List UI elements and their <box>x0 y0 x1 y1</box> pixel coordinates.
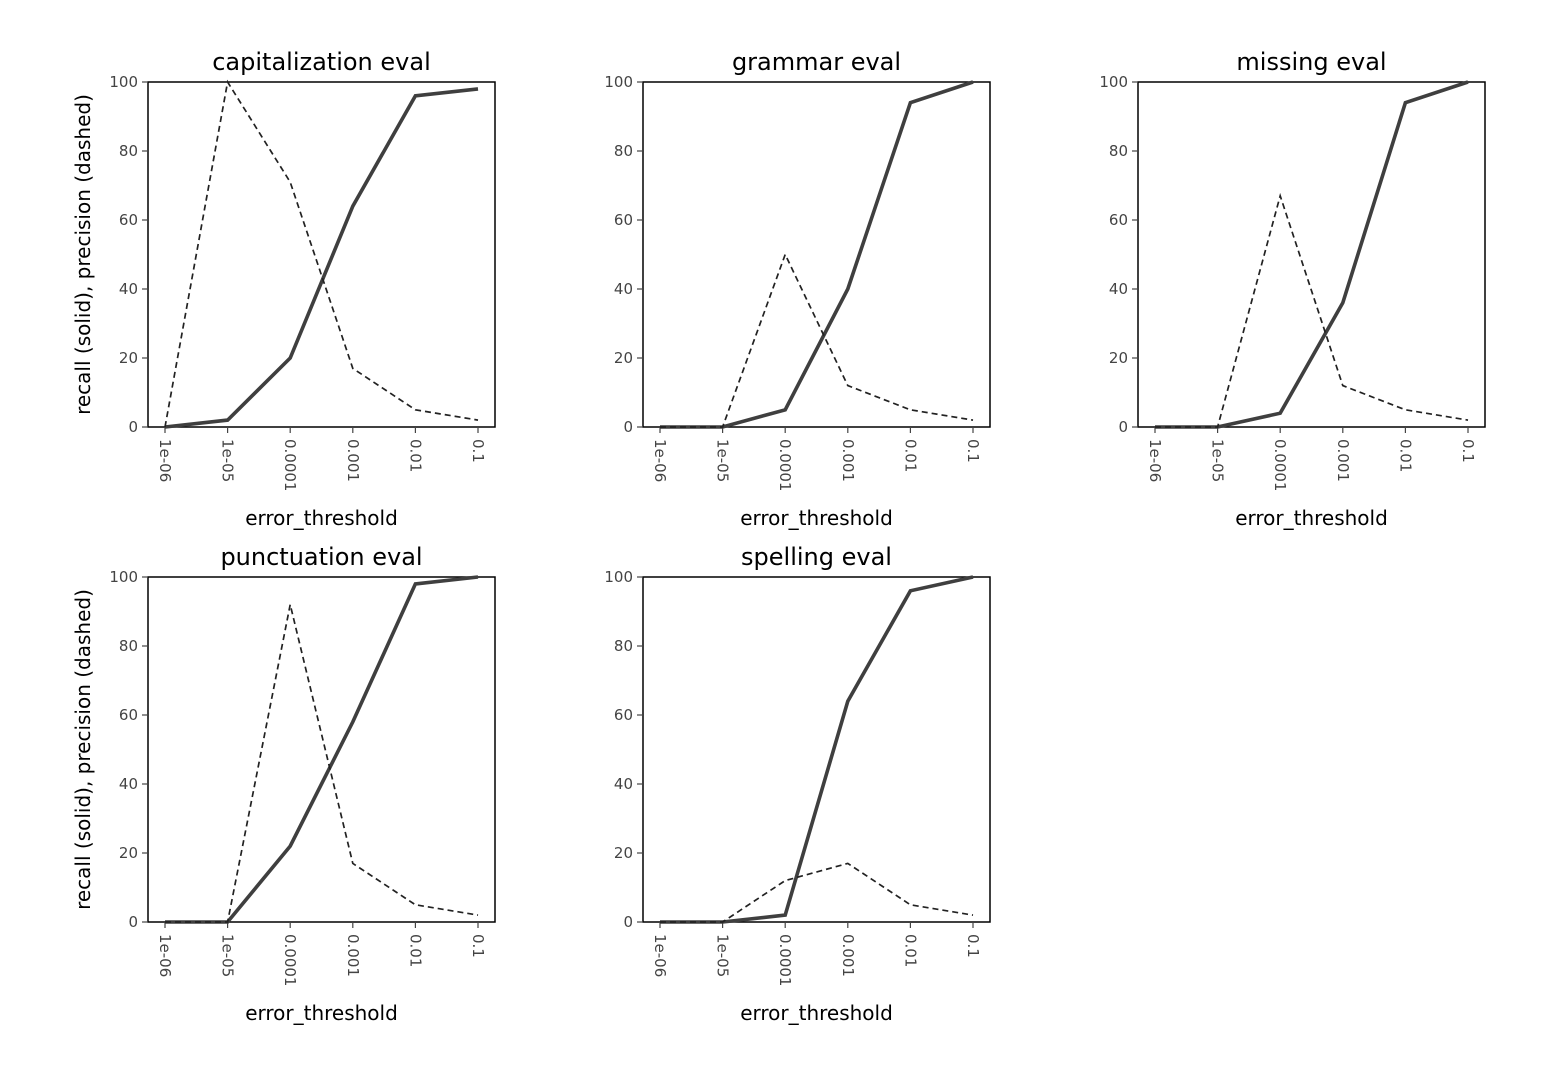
subplot-3: punctuation eval 0 20 40 60 80 100 1e-06 1e-05 0.… <box>71 543 496 1025</box>
axes-frame <box>642 81 991 428</box>
axes-frame <box>642 576 991 923</box>
x-tick-label: 1e-05 <box>714 934 732 977</box>
x-tick-label: 0.0001 <box>281 934 299 987</box>
x-tick-label: 0.1 <box>964 934 982 958</box>
y-tick-label: 100 <box>604 73 633 91</box>
x-tick-label: 0.001 <box>839 934 857 977</box>
y-tick-label: 40 <box>614 775 633 793</box>
y-tick-label: 100 <box>604 568 633 586</box>
x-tick-label: 0.001 <box>344 934 362 977</box>
y-tick-label: 40 <box>119 280 138 298</box>
x-tick-label: 0.1 <box>469 439 487 463</box>
x-tick-label: 0.01 <box>406 439 424 472</box>
x-tick-label: 1e-06 <box>1146 439 1164 482</box>
chart-title: missing eval <box>1236 48 1386 76</box>
y-tick-label: 60 <box>1109 211 1128 229</box>
x-tick-label: 0.0001 <box>1271 439 1289 492</box>
y-tick-label: 0 <box>128 913 138 931</box>
y-tick-label: 20 <box>119 844 138 862</box>
x-tick-label: 1e-06 <box>156 934 174 977</box>
y-tick-label: 100 <box>109 568 138 586</box>
axes-frame <box>147 81 496 428</box>
x-axis-label: error_threshold <box>1235 506 1388 530</box>
y-tick-label: 40 <box>614 280 633 298</box>
y-tick-label: 20 <box>614 349 633 367</box>
y-axis-label: recall (solid), precision (dashed) <box>71 94 95 415</box>
chart-title: grammar eval <box>732 48 901 76</box>
x-tick-label: 0.01 <box>901 439 919 472</box>
x-tick-label: 1e-05 <box>1209 439 1227 482</box>
y-tick-label: 0 <box>128 418 138 436</box>
y-axis-label: recall (solid), precision (dashed) <box>71 589 95 910</box>
recall-series-line <box>660 80 974 429</box>
x-axis-label: error_threshold <box>245 1001 398 1025</box>
recall-series-line <box>660 575 974 924</box>
y-tick-label: 80 <box>119 637 138 655</box>
y-tick-label: 60 <box>119 211 138 229</box>
x-tick-label: 0.01 <box>901 934 919 967</box>
y-tick-label: 20 <box>1109 349 1128 367</box>
precision-series-line <box>164 79 479 428</box>
chart-title: capitalization eval <box>212 48 431 76</box>
axes-frame <box>147 576 496 923</box>
x-tick-label: 0.01 <box>1396 439 1414 472</box>
x-tick-label: 1e-06 <box>156 439 174 482</box>
y-tick-label: 40 <box>1109 280 1128 298</box>
precision-series-line <box>660 252 974 428</box>
y-tick-label: 0 <box>623 913 633 931</box>
recall-series-line <box>1155 80 1469 429</box>
chart-title: punctuation eval <box>220 543 422 571</box>
x-tick-label: 0.001 <box>344 439 362 482</box>
x-axis-label: error_threshold <box>740 506 893 530</box>
chart-title: spelling eval <box>741 543 892 571</box>
y-tick-label: 100 <box>1099 73 1128 91</box>
x-tick-label: 1e-05 <box>714 439 732 482</box>
x-tick-label: 0.001 <box>1334 439 1352 482</box>
y-tick-label: 60 <box>614 706 633 724</box>
y-tick-label: 80 <box>614 142 633 160</box>
axes-frame <box>1137 81 1486 428</box>
x-tick-label: 0.0001 <box>281 439 299 492</box>
recall-series-line <box>164 87 479 429</box>
x-tick-label: 1e-05 <box>219 934 237 977</box>
y-tick-label: 20 <box>119 349 138 367</box>
x-tick-label: 0.1 <box>469 934 487 958</box>
subplot-2: missing eval 0 20 40 60 80 100 1e-06 1e-05 0.0001… <box>1099 48 1486 530</box>
x-tick-label: 0.0001 <box>776 934 794 987</box>
x-tick-label: 0.1 <box>1459 439 1477 463</box>
x-axis-label: error_threshold <box>245 506 398 530</box>
y-tick-label: 100 <box>109 73 138 91</box>
y-tick-label: 60 <box>614 211 633 229</box>
subplot-0: capitalization eval 0 20 40 60 80 100 1e-06 1e-0… <box>71 48 496 530</box>
y-tick-label: 20 <box>614 844 633 862</box>
x-tick-label: 0.001 <box>839 439 857 482</box>
y-tick-label: 80 <box>614 637 633 655</box>
x-tick-label: 1e-05 <box>219 439 237 482</box>
x-tick-label: 1e-06 <box>651 439 669 482</box>
precision-series-line <box>660 862 974 923</box>
y-tick-label: 0 <box>1118 418 1128 436</box>
x-tick-label: 1e-06 <box>651 934 669 977</box>
y-tick-label: 0 <box>623 418 633 436</box>
x-tick-label: 0.01 <box>406 934 424 967</box>
y-tick-label: 60 <box>119 706 138 724</box>
x-tick-label: 0.0001 <box>776 439 794 492</box>
precision-series-line <box>165 604 479 923</box>
y-tick-label: 40 <box>119 775 138 793</box>
y-tick-label: 80 <box>119 142 138 160</box>
x-tick-label: 0.1 <box>964 439 982 463</box>
subplot-4: spelling eval 0 20 40 60 80 100 1e-06 1e-05 0.000… <box>604 543 991 1025</box>
y-tick-label: 80 <box>1109 142 1128 160</box>
subplot-1: grammar eval 0 20 40 60 80 100 1e-06 1e-05 0.0001… <box>604 48 991 530</box>
recall-series-line <box>165 575 479 924</box>
precision-series-line <box>1155 192 1469 428</box>
x-axis-label: error_threshold <box>740 1001 893 1025</box>
